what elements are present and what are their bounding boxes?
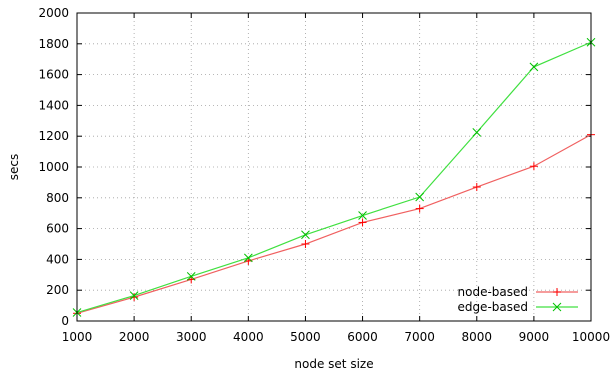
x-axis-label: node set size	[294, 357, 373, 371]
x-tick-label: 3000	[176, 330, 207, 344]
legend-item: edge-based	[457, 300, 578, 314]
data-point	[358, 218, 367, 227]
series-layer	[72, 37, 596, 318]
y-tick-label: 1400	[38, 98, 69, 112]
data-point	[130, 293, 139, 302]
legend-item: node-based	[458, 285, 578, 299]
y-tick-label: 1800	[38, 37, 69, 51]
y-tick-label: 1000	[38, 160, 69, 174]
data-point	[472, 183, 481, 192]
x-tick-label: 4000	[233, 330, 264, 344]
y-tick-label: 1600	[38, 68, 69, 82]
y-tick-label: 400	[46, 252, 69, 266]
y-tick-label: 200	[46, 283, 69, 297]
data-point	[529, 62, 539, 72]
x-tick-label: 6000	[347, 330, 378, 344]
series-line	[76, 134, 592, 314]
data-point	[243, 253, 253, 263]
data-point	[472, 127, 482, 137]
y-tick-label: 1200	[38, 129, 69, 143]
data-point	[415, 204, 424, 213]
grid	[77, 13, 591, 321]
data-point	[129, 291, 139, 300]
legend-marker	[552, 302, 562, 312]
y-tick-label: 0	[61, 314, 69, 328]
data-point	[529, 162, 538, 171]
series-edge-based	[72, 37, 596, 317]
y-axis-label: secs	[7, 154, 21, 180]
data-point	[358, 211, 367, 220]
data-point	[301, 230, 310, 240]
data-point	[301, 240, 310, 248]
tick-labels: 0 200 400 600 800 1000 1200 1400 1600 1800 2000 100…	[38, 6, 610, 344]
y-tick-label: 2000	[38, 6, 69, 20]
data-point	[415, 192, 425, 202]
x-tick-label: 8000	[462, 330, 493, 344]
data-point	[186, 271, 196, 281]
plot-frame	[76, 12, 592, 322]
x-tick-label: 1000	[62, 330, 93, 344]
x-tick-label: 10000	[572, 330, 610, 344]
x-tick-label: 2000	[119, 330, 150, 344]
series-line	[76, 41, 592, 314]
legend-label: edge-based	[457, 300, 528, 314]
x-tick-label: 9000	[519, 330, 550, 344]
legend-marker	[553, 288, 561, 296]
y-tick-label: 600	[46, 222, 69, 236]
x-tick-label: 7000	[404, 330, 435, 344]
y-tick-label: 800	[46, 191, 69, 205]
x-tick-label: 5000	[290, 330, 321, 344]
legend-label: node-based	[458, 285, 529, 299]
